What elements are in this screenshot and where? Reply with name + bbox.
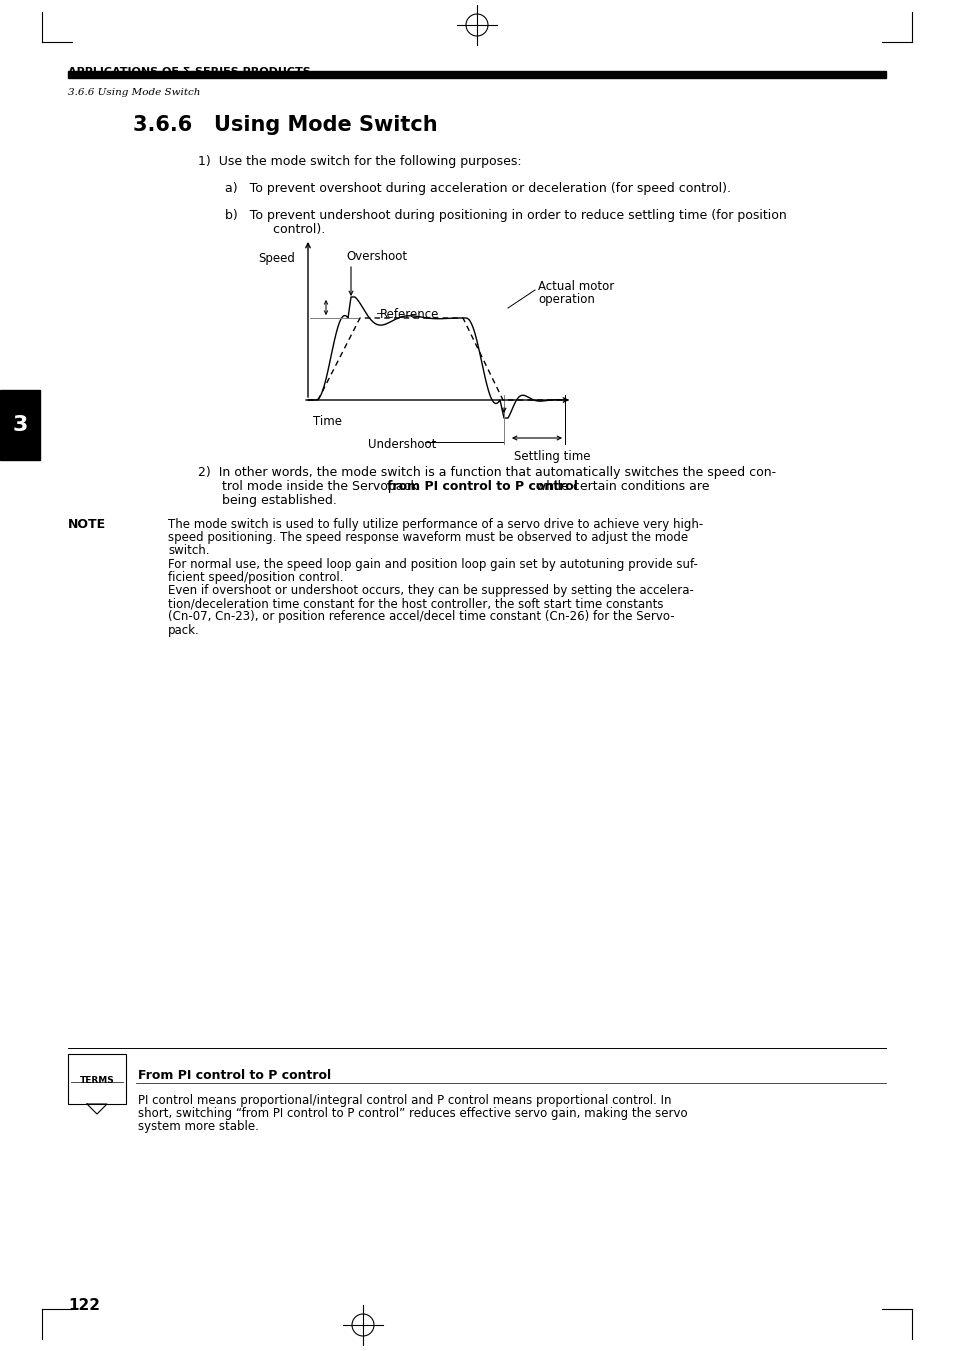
Bar bbox=[68, 72, 885, 78]
Text: tion/deceleration time constant for the host controller, the soft start time con: tion/deceleration time constant for the … bbox=[168, 597, 662, 611]
Text: operation: operation bbox=[537, 293, 595, 305]
Text: 1)  Use the mode switch for the following purposes:: 1) Use the mode switch for the following… bbox=[198, 155, 521, 168]
Text: 3: 3 bbox=[12, 415, 28, 435]
Text: Even if overshoot or undershoot occurs, they can be suppressed by setting the ac: Even if overshoot or undershoot occurs, … bbox=[168, 584, 693, 597]
Text: trol mode inside the Servopack: trol mode inside the Servopack bbox=[198, 480, 421, 493]
Text: NOTE: NOTE bbox=[68, 517, 106, 531]
Bar bbox=[68, 1054, 126, 1104]
Text: Speed: Speed bbox=[257, 253, 294, 265]
Text: For normal use, the speed loop gain and position loop gain set by autotuning pro: For normal use, the speed loop gain and … bbox=[168, 558, 698, 570]
Text: PI control means proportional/integral control and P control means proportional : PI control means proportional/integral c… bbox=[138, 1094, 671, 1106]
Text: Reference: Reference bbox=[379, 308, 439, 322]
Text: while certain conditions are: while certain conditions are bbox=[532, 480, 709, 493]
Text: being established.: being established. bbox=[198, 494, 336, 507]
Text: Undershoot: Undershoot bbox=[368, 438, 436, 451]
Text: speed positioning. The speed response waveform must be observed to adjust the mo: speed positioning. The speed response wa… bbox=[168, 531, 687, 544]
Bar bbox=[0, 390, 40, 459]
Text: Actual motor: Actual motor bbox=[537, 280, 614, 293]
Text: Time: Time bbox=[313, 415, 341, 428]
Text: The mode switch is used to fully utilize performance of a servo drive to achieve: The mode switch is used to fully utilize… bbox=[168, 517, 702, 531]
Text: 122: 122 bbox=[68, 1298, 100, 1313]
Text: 3.6.6   Using Mode Switch: 3.6.6 Using Mode Switch bbox=[132, 115, 437, 135]
Text: Overshoot: Overshoot bbox=[346, 250, 407, 263]
Text: system more stable.: system more stable. bbox=[138, 1120, 258, 1133]
Text: ficient speed/position control.: ficient speed/position control. bbox=[168, 571, 343, 584]
Text: (Cn-07, Cn-23), or position reference accel/decel time constant (Cn-26) for the : (Cn-07, Cn-23), or position reference ac… bbox=[168, 611, 674, 623]
Text: switch.: switch. bbox=[168, 544, 210, 558]
Text: short, switching “from PI control to P control” reduces effective servo gain, ma: short, switching “from PI control to P c… bbox=[138, 1106, 687, 1120]
Text: From PI control to P control: From PI control to P control bbox=[138, 1069, 331, 1082]
Text: b)   To prevent undershoot during positioning in order to reduce settling time (: b) To prevent undershoot during position… bbox=[225, 209, 786, 222]
Text: pack.: pack. bbox=[168, 624, 199, 636]
Text: control).: control). bbox=[225, 223, 325, 236]
Text: Settling time: Settling time bbox=[514, 450, 590, 463]
Text: 2)  In other words, the mode switch is a function that automatically switches th: 2) In other words, the mode switch is a … bbox=[198, 466, 776, 480]
Text: TERMS: TERMS bbox=[79, 1075, 114, 1085]
Text: 3.6.6 Using Mode Switch: 3.6.6 Using Mode Switch bbox=[68, 88, 200, 97]
Text: from PI control to P control: from PI control to P control bbox=[386, 480, 577, 493]
Text: APPLICATIONS OF Σ-SERIES PRODUCTS: APPLICATIONS OF Σ-SERIES PRODUCTS bbox=[68, 68, 311, 77]
Text: a)   To prevent overshoot during acceleration or deceleration (for speed control: a) To prevent overshoot during accelerat… bbox=[225, 182, 730, 195]
